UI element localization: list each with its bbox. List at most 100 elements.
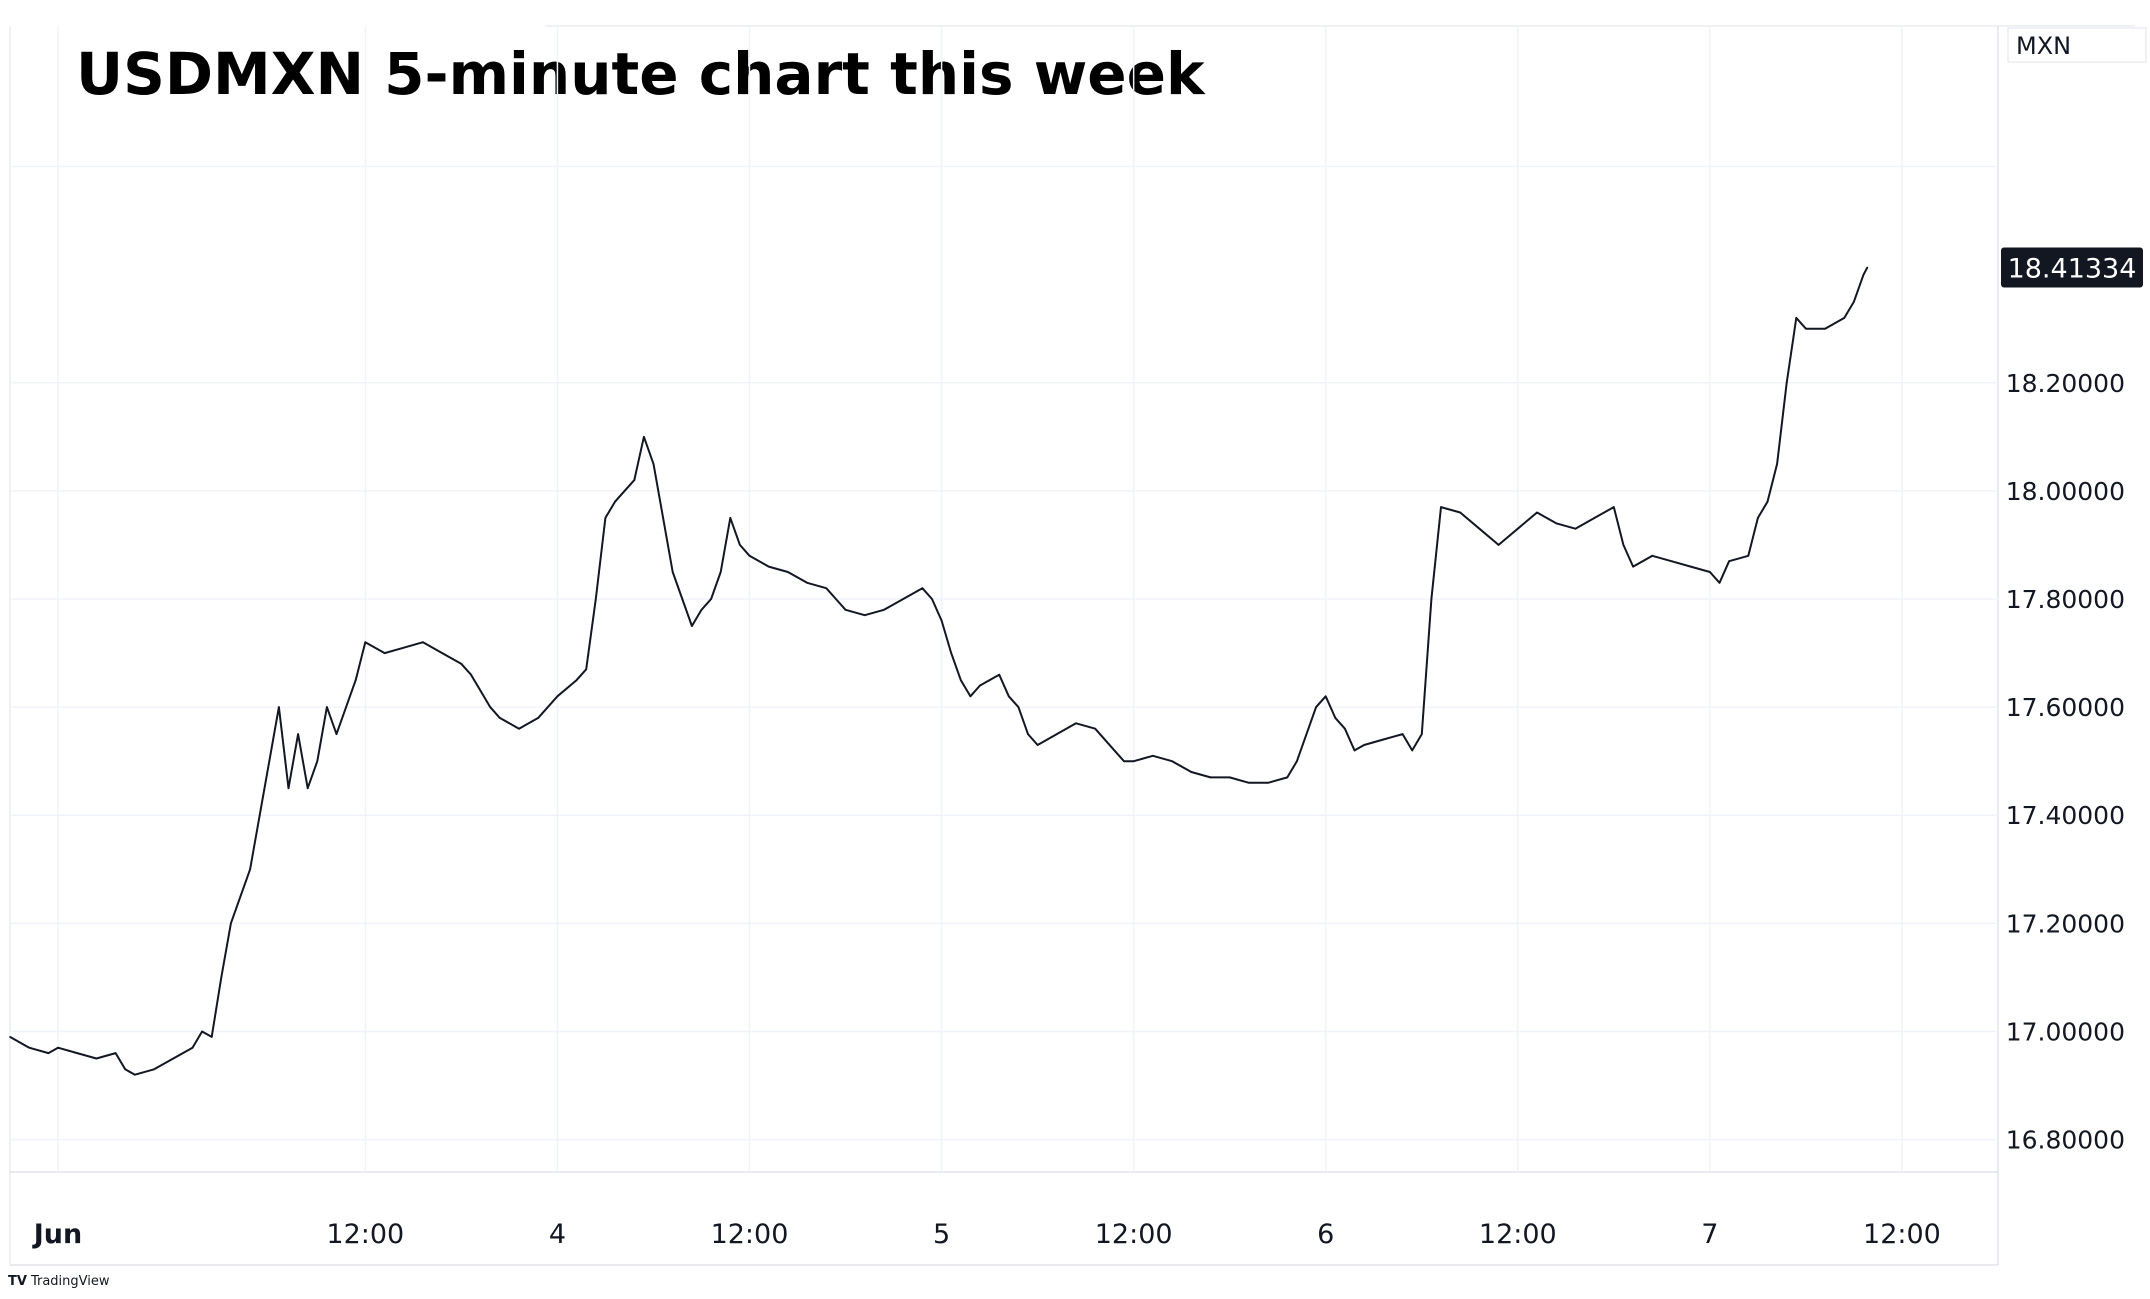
- price-point: [470, 673, 472, 676]
- chart-title: USDMXN 5-minute chart this week: [76, 40, 1205, 108]
- price-point: [268, 760, 271, 762]
- x-tick-label: 6: [1317, 1219, 1334, 1250]
- price-point: [940, 619, 943, 622]
- price-point: [662, 517, 664, 519]
- price-point: [681, 598, 684, 600]
- price-point: [230, 922, 232, 925]
- price-point: [9, 1036, 11, 1038]
- price-point: [287, 787, 290, 789]
- price-point: [220, 976, 223, 979]
- price-point: [719, 571, 722, 573]
- price-point: [1536, 511, 1538, 514]
- y-tick-label: 18.00000: [2006, 477, 2125, 506]
- price-point: [172, 1057, 175, 1060]
- price-point: [354, 679, 357, 681]
- x-tick-label: 5: [933, 1219, 950, 1250]
- price-point: [1190, 771, 1193, 773]
- price-point: [614, 500, 616, 503]
- price-point: [739, 544, 741, 546]
- last-price-marker: [2001, 247, 2143, 288]
- price-point: [57, 1046, 59, 1049]
- price-point: [114, 1052, 117, 1054]
- price-point: [441, 652, 444, 654]
- y-tick-label: 17.60000: [2006, 693, 2125, 722]
- price-point: [345, 706, 347, 708]
- x-tick-label: 12:00: [1095, 1219, 1173, 1250]
- price-point: [1459, 511, 1461, 514]
- x-tick-label: 7: [1701, 1219, 1718, 1250]
- price-point: [249, 868, 251, 871]
- price-point: [1632, 565, 1634, 568]
- price-point: [979, 684, 981, 687]
- price-point: [1401, 733, 1404, 735]
- price-point: [710, 598, 712, 600]
- x-tick-label: Jun: [32, 1219, 83, 1250]
- last-price-label: 18.41334: [2008, 253, 2137, 284]
- price-point: [460, 663, 463, 665]
- price-point: [47, 1052, 50, 1054]
- price-point: [1344, 727, 1346, 730]
- price-point: [489, 706, 492, 708]
- price-point: [124, 1068, 126, 1071]
- price-point: [883, 609, 885, 611]
- price-point: [1651, 555, 1654, 557]
- price-point: [806, 582, 808, 584]
- price-point: [1036, 744, 1039, 746]
- price-point: [1027, 733, 1029, 735]
- price-point: [297, 733, 299, 735]
- x-tick-label: 12:00: [711, 1219, 789, 1250]
- price-point: [1747, 555, 1750, 557]
- y-tick-label: 18.20000: [2006, 369, 2125, 398]
- price-point: [1248, 782, 1250, 784]
- price-point: [652, 463, 655, 465]
- price-point: [950, 652, 952, 654]
- price-point: [1421, 733, 1423, 735]
- price-point: [604, 517, 607, 519]
- price-point: [422, 641, 424, 643]
- price-point: [998, 673, 1000, 676]
- price-point: [316, 760, 319, 762]
- price-point: [1152, 755, 1154, 757]
- price-point: [1757, 517, 1759, 519]
- price-point: [537, 717, 539, 719]
- price-point: [921, 587, 924, 589]
- price-point: [575, 679, 578, 681]
- price-point: [844, 609, 847, 611]
- price-point: [863, 614, 866, 616]
- price-point: [1286, 776, 1289, 779]
- price-point: [1353, 749, 1356, 752]
- price-point: [1334, 717, 1337, 719]
- price-point: [95, 1057, 98, 1060]
- price-point: [691, 625, 693, 627]
- price-point: [201, 1030, 203, 1033]
- price-point: [700, 609, 703, 611]
- price-point: [1555, 522, 1557, 525]
- price-point: [1689, 565, 1692, 568]
- price-point: [1296, 760, 1298, 762]
- y-tick-label: 17.20000: [2006, 909, 2125, 938]
- price-point: [1363, 744, 1365, 746]
- x-tick-label: 12:00: [1479, 1219, 1557, 1250]
- price-point: [671, 571, 674, 573]
- price-point: [76, 1052, 78, 1054]
- price-point: [1094, 727, 1096, 730]
- price-point: [1497, 544, 1500, 546]
- price-point: [1411, 749, 1413, 752]
- price-point: [364, 641, 367, 643]
- price-point: [1430, 598, 1433, 600]
- price-point: [1728, 560, 1730, 562]
- price-point: [1574, 527, 1577, 530]
- price-point: [278, 706, 280, 708]
- price-point: [1132, 760, 1135, 762]
- price-point: [1315, 706, 1317, 708]
- price-point: [1267, 782, 1269, 784]
- price-point: [1123, 760, 1125, 762]
- price-point: [767, 565, 770, 568]
- price-point: [643, 436, 645, 438]
- price-point: [306, 787, 309, 789]
- price-point: [326, 706, 328, 708]
- price-point: [585, 668, 587, 671]
- price-point: [1766, 500, 1769, 503]
- price-point: [1776, 463, 1778, 465]
